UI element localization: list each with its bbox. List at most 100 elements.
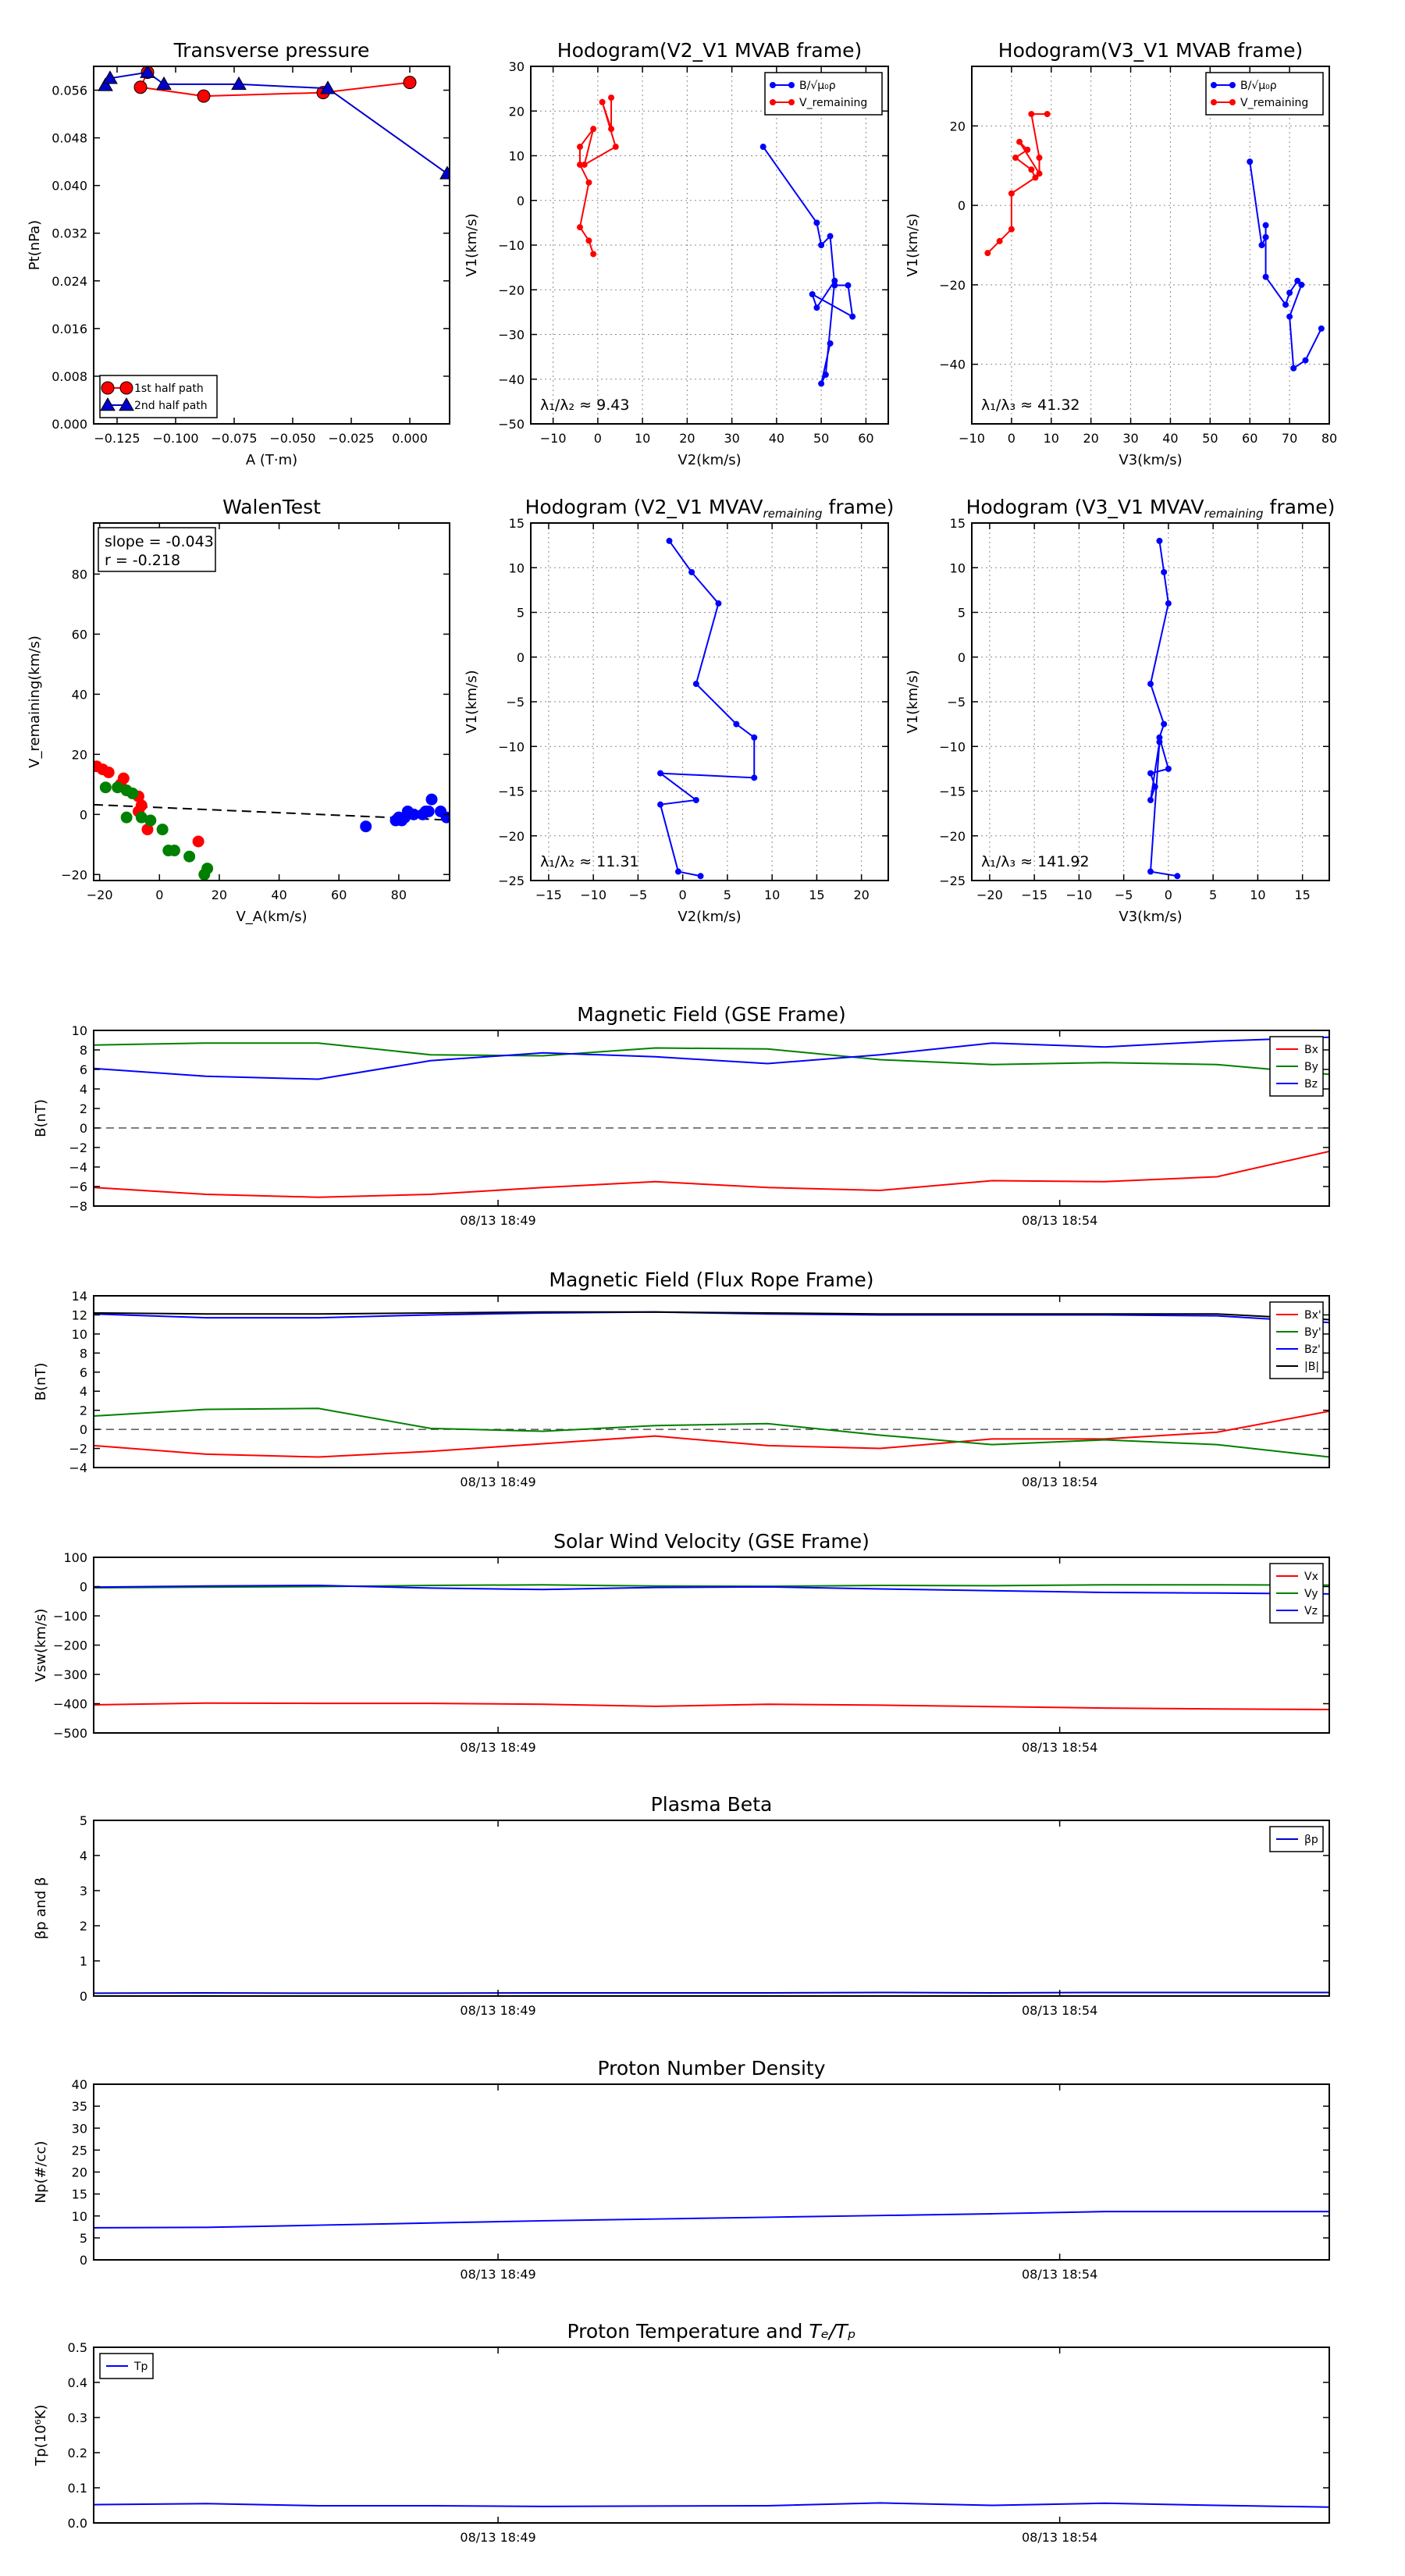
y-tick-label: 0 xyxy=(80,807,87,822)
series-group xyxy=(94,1036,1329,1198)
series-0-point xyxy=(1165,765,1172,772)
plot-frame xyxy=(93,522,450,881)
series-v-remaining-point xyxy=(585,179,592,186)
x-tick-label: 08/13 18:54 xyxy=(1022,2003,1097,2018)
series-0-point xyxy=(1147,681,1154,688)
series-v-remaining-point xyxy=(1028,166,1035,173)
series-b--point xyxy=(818,380,825,387)
y-tick-label: 10 xyxy=(72,1023,87,1038)
series-b--point xyxy=(1318,325,1325,332)
x-tick-label: 5 xyxy=(1209,888,1217,902)
series--p-line xyxy=(94,1991,1329,1994)
y-tick-label: −6 xyxy=(69,1179,87,1194)
series-1-point xyxy=(156,824,169,836)
chart-hodogram-v2-v1-mvav: −15 −10 −5 0 5 10 15 20−25−20−15−10−5051015Hodo… xyxy=(464,496,894,925)
series-group xyxy=(94,1584,1329,1710)
series-0-point xyxy=(1147,868,1154,875)
legend-marker xyxy=(119,397,134,411)
y-tick-label: 0 xyxy=(80,1580,87,1595)
y-tick-label: −4 xyxy=(69,1461,87,1475)
legend-label: Bx xyxy=(1304,1044,1318,1056)
x-tick-label: −10 xyxy=(540,431,567,446)
chart-hodogram-v3-v1-mvav: −20 −15 −10 −5 0 5 10 15−25−20−15−10−5051015Hod… xyxy=(905,496,1335,925)
series-2-point xyxy=(422,805,435,817)
series-0-point xyxy=(674,868,681,875)
series-0-point xyxy=(751,734,758,741)
legend-label: Bx' xyxy=(1304,1309,1321,1322)
series-2nd-half-path-point xyxy=(231,76,247,91)
series-tp-line xyxy=(94,2502,1329,2508)
y-tick-label: 40 xyxy=(72,687,87,702)
x-tick-label: 0 xyxy=(155,888,163,902)
series-bx--line xyxy=(94,1410,1329,1458)
y-tick-label: 0 xyxy=(958,650,966,665)
y-tick-label: −40 xyxy=(498,372,525,387)
chart-title-subscript: remaining xyxy=(1204,507,1264,521)
x-tick-label: −15 xyxy=(535,888,562,902)
plot-frame xyxy=(93,66,450,425)
y-tick-label: −10 xyxy=(939,739,966,754)
legend-marker xyxy=(1229,82,1236,88)
ratio-annotation: λ₁/λ₃ ≈ 141.92 xyxy=(981,853,1090,870)
x-axis-label: V3(km/s) xyxy=(1119,452,1182,468)
y-tick-label: 0 xyxy=(80,1989,87,2004)
y-tick-label: 0.2 xyxy=(68,2446,87,2460)
series-2nd-half-path-line xyxy=(105,71,448,175)
series-0-point xyxy=(102,766,115,778)
y-tick-label: 15 xyxy=(509,516,525,531)
series-v-remaining-point xyxy=(1024,146,1031,153)
y-tick-label: 80 xyxy=(72,567,87,582)
series-v-remaining-point xyxy=(1008,226,1015,233)
y-axis-label: V_remaining(km/s) xyxy=(27,635,43,768)
y-tick-label: −25 xyxy=(939,873,966,888)
y-tick-label: 25 xyxy=(72,2143,87,2158)
plot-frame xyxy=(93,1030,1330,1207)
y-tick-label: 60 xyxy=(72,627,87,642)
series-1-point xyxy=(183,850,196,863)
legend-label: 1st half path xyxy=(134,382,204,395)
series-group xyxy=(94,2211,1329,2229)
chart-walen-test: −20 0 20 40 60 80 −20 0 20 40 60 80 WalenTest V_A(km/… xyxy=(27,496,450,925)
x-axis-label: V_A(km/s) xyxy=(236,909,307,925)
y-axis-label: Pt(nPa) xyxy=(27,220,43,270)
x-tick-label: 60 xyxy=(1242,431,1257,446)
legend: B/√μ₀ρ V_remaining xyxy=(764,72,883,116)
x-tick-label: −10 xyxy=(959,431,985,446)
x-tick-label: −0.025 xyxy=(328,431,374,446)
x-tick-label: 15 xyxy=(1294,888,1310,902)
series-0-point xyxy=(692,681,699,688)
series-b--point xyxy=(1282,301,1289,308)
legend: Bx By Bz xyxy=(1269,1036,1324,1097)
ratio-annotation: λ₁/λ₂ ≈ 11.31 xyxy=(540,853,639,870)
series-b--point xyxy=(1258,242,1265,248)
series-2nd-half-path-point xyxy=(320,80,336,94)
series-0-point xyxy=(666,537,673,544)
y-tick-label: 0.000 xyxy=(52,417,87,432)
chart-title: Magnetic Field (GSE Frame) xyxy=(577,1003,845,1026)
series-b--point xyxy=(1247,158,1254,165)
series-b--point xyxy=(827,233,834,240)
legend: Bx' By' Bz' |B| xyxy=(1269,1301,1324,1379)
series-0-line xyxy=(657,540,756,877)
series-v-remaining-point xyxy=(590,126,597,133)
series-b--point xyxy=(831,277,838,284)
legend-marker xyxy=(1211,99,1217,105)
x-tick-label: 10 xyxy=(764,888,780,902)
series-v-remaining-point xyxy=(1036,170,1043,177)
chart-title: Proton Number Density xyxy=(598,2057,826,2080)
x-tick-label: 0 xyxy=(594,431,602,446)
legend: βp xyxy=(1269,1826,1324,1852)
series-b--point xyxy=(809,290,816,297)
chart-magnetic-field-flux-rope: 08/13 18:49 08/13 18:54 −4 −2 0 2 4 6 8 10 12 14 Mag… xyxy=(33,1268,1330,1489)
y-tick-label: 0 xyxy=(80,1121,87,1136)
chart-title: Hodogram (V3_V1 MVAVremaining frame) xyxy=(966,496,1336,521)
legend-marker xyxy=(788,82,795,88)
series-group xyxy=(94,1991,1329,1994)
x-tick-label: 20 xyxy=(853,888,869,902)
series-b--point xyxy=(827,340,834,347)
series-0-point xyxy=(1156,537,1163,544)
series-group xyxy=(1147,537,1181,880)
series-v-remaining-point xyxy=(590,251,597,258)
series-b--point xyxy=(1262,273,1269,280)
series-v-remaining-point xyxy=(612,144,619,151)
